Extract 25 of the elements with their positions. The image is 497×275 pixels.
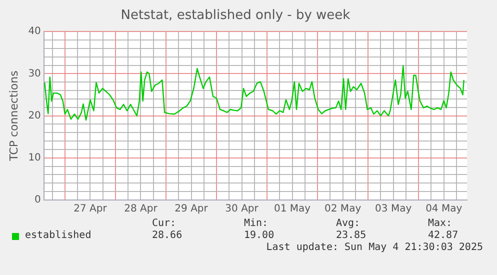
y-tick-label: 20 (28, 110, 41, 122)
x-tick-label: 03 May (375, 204, 412, 215)
text: Cur: (152, 218, 178, 230)
text: 19.00 (244, 230, 276, 242)
text: 28.66 (152, 230, 184, 242)
text: Max: (428, 218, 454, 230)
text: Min: (244, 218, 270, 230)
text: 23.85 (336, 230, 368, 242)
text: Avg: (336, 218, 362, 230)
y-tick-label: 10 (28, 152, 41, 164)
x-tick-label: 27 Apr (74, 204, 108, 215)
chart-title: Netstat, established only - by week (120, 8, 351, 24)
x-tick-label: 04 May (426, 204, 462, 215)
y-tick-label: 30 (28, 68, 41, 80)
text: Last update: Sun May 4 21:30:03 2025 (265, 242, 484, 254)
text: 42.87 (428, 230, 460, 242)
x-tick-label: 30 Apr (225, 204, 260, 215)
legend-label: established (25, 230, 92, 242)
y-axis-title: TCP connections (7, 70, 20, 162)
x-tick-label: 01 May (274, 204, 311, 215)
x-tick-label: 29 Apr (174, 204, 209, 215)
x-tick-label: 28 Apr (124, 204, 158, 215)
x-tick-label: 02 May (324, 204, 362, 215)
y-tick-label: 0 (34, 194, 41, 206)
y-tick-label: 40 (28, 26, 41, 38)
